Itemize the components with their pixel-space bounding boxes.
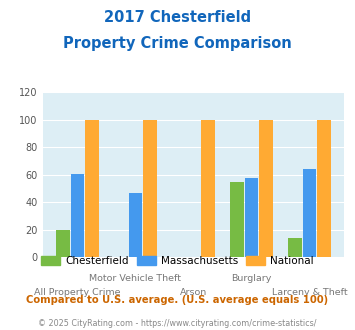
Bar (317, 120, 331, 257)
Legend: Chesterfield, Massachusetts, National: Chesterfield, Massachusetts, National (37, 252, 318, 270)
Text: Burglary: Burglary (231, 274, 272, 283)
Text: All Property Crime: All Property Crime (34, 288, 121, 297)
Bar (71, 174, 84, 257)
Text: © 2025 CityRating.com - https://www.cityrating.com/crime-statistics/: © 2025 CityRating.com - https://www.city… (38, 319, 317, 328)
Bar (129, 193, 142, 257)
Bar (143, 120, 157, 257)
Bar (288, 238, 302, 257)
Text: 2017 Chesterfield: 2017 Chesterfield (104, 10, 251, 25)
Text: Motor Vehicle Theft: Motor Vehicle Theft (89, 274, 181, 283)
Text: Arson: Arson (180, 288, 207, 297)
Bar (85, 120, 99, 257)
Bar (201, 120, 215, 257)
Text: Larceny & Theft: Larceny & Theft (272, 288, 347, 297)
Bar (245, 178, 258, 257)
Bar (230, 182, 244, 257)
Bar (56, 230, 70, 257)
Bar (259, 120, 273, 257)
Text: Property Crime Comparison: Property Crime Comparison (63, 36, 292, 51)
Bar (303, 169, 316, 257)
Text: Compared to U.S. average. (U.S. average equals 100): Compared to U.S. average. (U.S. average … (26, 295, 329, 305)
